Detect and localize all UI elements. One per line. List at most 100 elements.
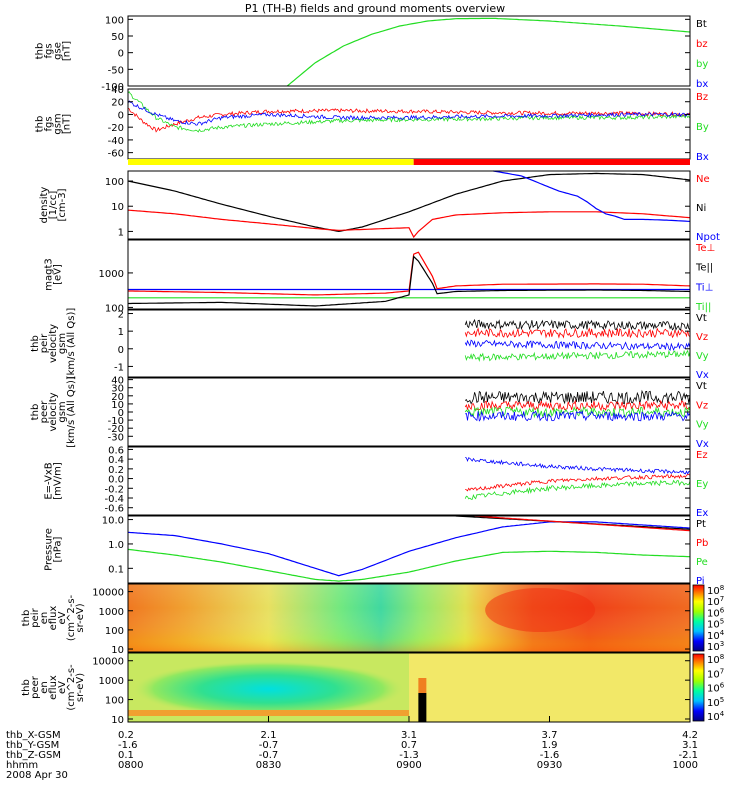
series-line-Pi <box>127 521 691 577</box>
y-axis-label: fgs <box>44 116 55 131</box>
series-line-Pe <box>127 548 691 582</box>
legend-label-Vt: Vt <box>696 313 707 324</box>
y-tick-label: 0.1 <box>108 564 124 575</box>
colorbar-tick-base: 10 <box>707 608 720 619</box>
y-axis-label: [cm-3] <box>57 188 68 221</box>
y-axis-label: [1/cc] <box>48 191 59 220</box>
y-tick-label: -30 <box>108 432 124 443</box>
legend-label-Ex: Ex <box>696 508 708 519</box>
series-line-Vy <box>464 406 691 419</box>
y-axis-label: thb <box>30 335 41 352</box>
spectrogram-gap <box>418 693 427 722</box>
colorbar-tick-label: 103 <box>707 640 724 653</box>
x-row-value: 4.2 <box>682 730 698 741</box>
legend-label-Vy: Vy <box>696 420 709 431</box>
y-axis-label: [nPa] <box>53 536 64 562</box>
y-axis-label: velocity <box>48 392 59 431</box>
legend-label-Te⊥: Te⊥ <box>695 243 715 254</box>
panel-frame <box>127 309 691 378</box>
y-tick-label: -0.6 <box>104 504 124 515</box>
y-axis-label: density <box>39 187 50 224</box>
x-row-value: 0800 <box>118 760 143 771</box>
panel-pressure: 10.0 1.0 0.1 Pressure[nPa] Pt Pb Pe Pi <box>44 515 708 587</box>
series-line-Npot <box>493 170 691 222</box>
y-tick-label: -1 <box>114 362 124 373</box>
state-bar-segment-0 <box>128 159 414 165</box>
y-tick-label: 20 <box>111 98 124 109</box>
spectrogram-hot-region <box>485 588 596 632</box>
legend-label-Vt: Vt <box>696 381 707 392</box>
colorbar-tick-base: 10 <box>707 620 720 631</box>
x-row-value: -1.6 <box>118 740 138 751</box>
series-line-Vt <box>464 318 691 332</box>
y-axis-label: eV <box>57 611 68 624</box>
y-tick-label: 100 <box>105 177 124 188</box>
series-line-Vz <box>464 327 691 339</box>
legend-label-by: by <box>696 59 708 70</box>
y-tick-label: -20 <box>108 424 124 435</box>
y-tick-label: 0.0 <box>108 475 124 486</box>
series-line-Ez <box>465 473 691 492</box>
panel-frame <box>127 583 691 653</box>
spectrogram-low-band <box>128 710 409 716</box>
x-row-value: -0.7 <box>259 750 279 761</box>
plot-date: 2008 Apr 30 <box>6 770 68 781</box>
panel-frame <box>127 88 691 160</box>
x-row-value: 3.1 <box>401 730 417 741</box>
legend-label-Pe: Pe <box>696 557 708 568</box>
y-axis-label: [eV] <box>53 264 64 285</box>
colorbar-tick-base: 10 <box>707 642 720 653</box>
x-row-label: thb_X-GSM <box>6 730 61 741</box>
y-axis-label: peer <box>30 675 41 699</box>
colorbar-tick-base: 10 <box>707 684 720 695</box>
y-tick-label: 0 <box>118 49 124 60</box>
y-axis-label: [km/s (All Qs)] <box>66 308 77 380</box>
colorbar-tick-exp: 8 <box>720 584 724 592</box>
y-tick-label: 0 <box>118 408 124 419</box>
legend-label-Pt: Pt <box>696 519 706 530</box>
y-axis-label: peer <box>39 400 50 424</box>
y-tick-label: 1000 <box>99 676 124 687</box>
legend-label-Ey: Ey <box>696 479 708 490</box>
y-tick-label: 10 <box>111 645 124 656</box>
y-tick-label: 10 <box>111 202 124 213</box>
y-axis-label: eflux <box>48 675 59 700</box>
x-row-label: hhmm <box>6 760 38 771</box>
colorbar-tick-label: 104 <box>707 629 725 642</box>
y-axis-label: E=-VxB <box>44 462 55 499</box>
y-tick-label: 20 <box>111 392 124 403</box>
y-tick-label: 30 <box>111 384 124 395</box>
y-axis-label: magt3 <box>44 258 55 291</box>
y-tick-label: 0.2 <box>108 465 124 476</box>
panel-frame <box>127 446 691 516</box>
y-axis-label: en <box>39 612 50 625</box>
y-tick-label: 10000 <box>92 588 124 599</box>
series-line-Ni <box>127 172 691 233</box>
y-tick-label: -20 <box>108 123 124 134</box>
x-row-value: 3.7 <box>542 730 558 741</box>
x-row-value: 3.1 <box>682 740 698 751</box>
series-line-Bx <box>127 100 691 126</box>
x-row-label: thb_Z-GSM <box>6 750 61 761</box>
panel-magt3: 1000 100 magt3[eV] Te⊥ Te|| Ti⊥ Ti|| <box>44 239 715 314</box>
colorbar-tick-exp: 5 <box>720 696 724 704</box>
legend-label-Vx: Vx <box>696 439 709 450</box>
panel-frame <box>127 515 691 584</box>
series-line-Ey <box>464 479 691 500</box>
y-tick-label: 40 <box>111 376 124 387</box>
legend-label-Pb: Pb <box>696 538 708 549</box>
x-row-value: 0930 <box>537 760 562 771</box>
colorbar-tick-base: 10 <box>707 586 720 597</box>
spectrogram-gap-cap <box>418 678 427 693</box>
colorbar-tick-label: 104 <box>707 710 725 723</box>
legend-label-bz: bz <box>696 39 708 50</box>
y-axis-label: thb <box>21 610 32 627</box>
x-row-value: -1.6 <box>540 750 560 761</box>
y-tick-label: 100 <box>105 303 124 314</box>
x-row-value: -2.1 <box>678 750 698 761</box>
